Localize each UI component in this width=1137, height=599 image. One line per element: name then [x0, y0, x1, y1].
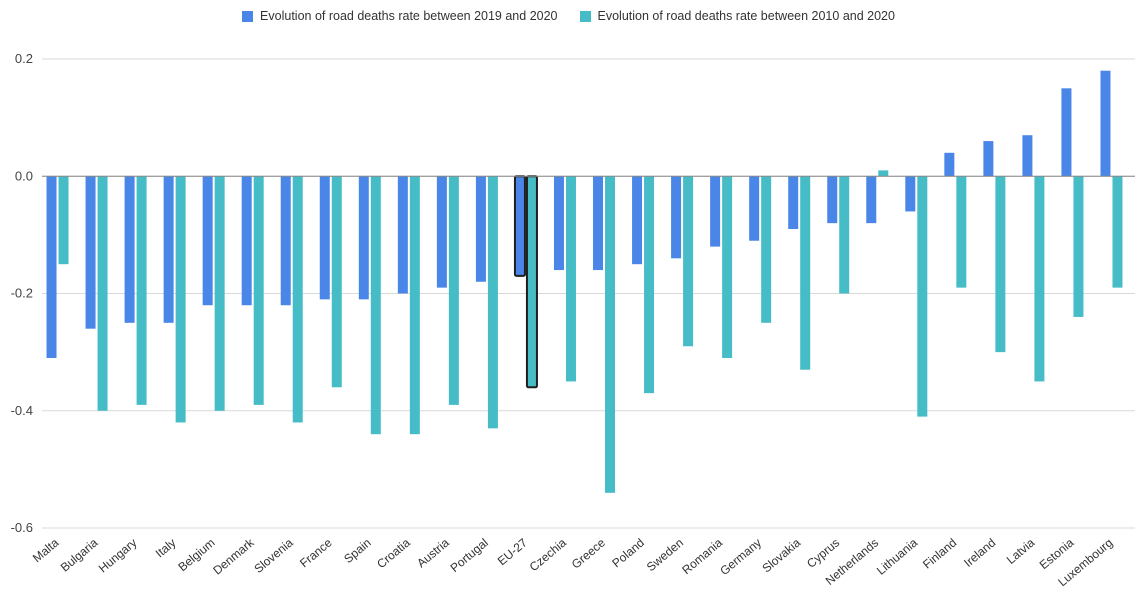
- bar-series-2: [331, 176, 342, 388]
- legend: Evolution of road deaths rate between 20…: [0, 9, 1137, 23]
- x-tick-label: Czechia: [527, 535, 569, 574]
- bar-series-1: [983, 141, 994, 177]
- bar-series-2: [917, 176, 928, 417]
- bar-series-1: [513, 175, 526, 277]
- bar-series-2: [722, 176, 733, 358]
- bar-series-1: [436, 176, 447, 288]
- x-tick-label: Austria: [414, 535, 452, 570]
- bar-series-2: [565, 176, 576, 382]
- y-tick-label: -0.4: [11, 403, 33, 418]
- x-tick-label: Spain: [341, 536, 374, 566]
- bar-series-2: [448, 176, 459, 405]
- bar-series-1: [319, 176, 330, 300]
- x-tick-label: Slovenia: [251, 535, 296, 576]
- bar-series-1: [475, 176, 486, 282]
- bar-series-1: [1061, 88, 1072, 177]
- bar-series-1: [671, 176, 682, 259]
- bar-series-2: [995, 176, 1006, 353]
- bar-series-2: [253, 176, 264, 405]
- bar-series-2: [525, 175, 538, 389]
- y-tick-label: -0.6: [11, 520, 33, 535]
- bar-series-1: [163, 176, 174, 323]
- bar-series-2: [1112, 176, 1123, 288]
- x-tick-label: Croatia: [374, 535, 413, 571]
- x-tick-label: Lithuania: [874, 535, 921, 577]
- y-tick-label: 0.0: [15, 168, 33, 183]
- x-tick-label: EU-27: [495, 535, 530, 568]
- bar-series-2: [878, 170, 889, 177]
- bar-series-2: [292, 176, 303, 423]
- bar-series-1: [1022, 135, 1033, 177]
- bar-series-1: [827, 176, 838, 224]
- legend-label-series-1: Evolution of road deaths rate between 20…: [260, 9, 558, 23]
- bar-series-2: [800, 176, 811, 370]
- x-tick-label: Greece: [569, 535, 608, 571]
- bar-series-2: [683, 176, 694, 347]
- bar-series-1: [866, 176, 877, 224]
- bar-series-2: [1073, 176, 1084, 317]
- bar-series-2: [1034, 176, 1045, 382]
- bar-series-2: [409, 176, 420, 435]
- x-tick-label: Bulgaria: [58, 535, 101, 574]
- x-tick-label: Germany: [717, 536, 764, 578]
- bar-series-1: [788, 176, 799, 230]
- bar-series-1: [280, 176, 291, 306]
- legend-swatch-series-2: [579, 10, 591, 22]
- bar-series-2: [58, 176, 69, 265]
- x-tick-label: Portugal: [448, 536, 491, 575]
- x-tick-label: Malta: [30, 535, 62, 565]
- x-tick-label: Slovakia: [759, 535, 803, 575]
- bar-series-2: [97, 176, 108, 411]
- bar-series-1: [749, 176, 760, 241]
- bar-series-2: [487, 176, 498, 429]
- x-tick-label: Ireland: [961, 536, 998, 570]
- x-tick-label: Hungary: [96, 536, 140, 576]
- bar-series-1: [241, 176, 252, 306]
- bar-series-1: [593, 176, 604, 271]
- bar-series-1: [944, 152, 955, 177]
- x-tick-label: Finland: [920, 536, 959, 572]
- bar-series-1: [1100, 70, 1111, 177]
- bar-series-2: [214, 176, 225, 411]
- bar-series-2: [136, 176, 147, 405]
- legend-swatch-series-1: [242, 10, 254, 22]
- x-tick-label: Denmark: [210, 535, 257, 578]
- bar-series-1: [85, 176, 96, 329]
- bar-series-1: [202, 176, 213, 306]
- bar-series-2: [839, 176, 850, 294]
- legend-item-series-2[interactable]: Evolution of road deaths rate between 20…: [579, 9, 895, 23]
- bar-series-2: [761, 176, 772, 323]
- bar-series-1: [124, 176, 135, 323]
- legend-label-series-2: Evolution of road deaths rate between 20…: [597, 9, 895, 23]
- x-tick-label: Romania: [679, 535, 725, 577]
- bar-series-1: [905, 176, 916, 212]
- bar-series-1: [358, 176, 369, 300]
- x-tick-label: Poland: [609, 536, 647, 571]
- bar-series-1: [710, 176, 721, 247]
- x-tick-label: Italy: [153, 536, 179, 561]
- bar-series-1: [632, 176, 643, 265]
- bar-series-1: [553, 176, 564, 271]
- bar-series-2: [605, 176, 616, 493]
- bar-series-1: [46, 176, 57, 358]
- legend-item-series-1[interactable]: Evolution of road deaths rate between 20…: [242, 9, 558, 23]
- bar-series-2: [370, 176, 381, 435]
- y-tick-label: -0.2: [11, 286, 33, 301]
- x-tick-label: France: [297, 535, 335, 570]
- bar-series-1: [397, 176, 408, 294]
- bar-series-2: [644, 176, 655, 394]
- y-tick-label: 0.2: [15, 51, 33, 66]
- bar-series-2: [175, 176, 186, 423]
- x-tick-label: Latvia: [1004, 535, 1038, 567]
- bar-series-2: [956, 176, 967, 288]
